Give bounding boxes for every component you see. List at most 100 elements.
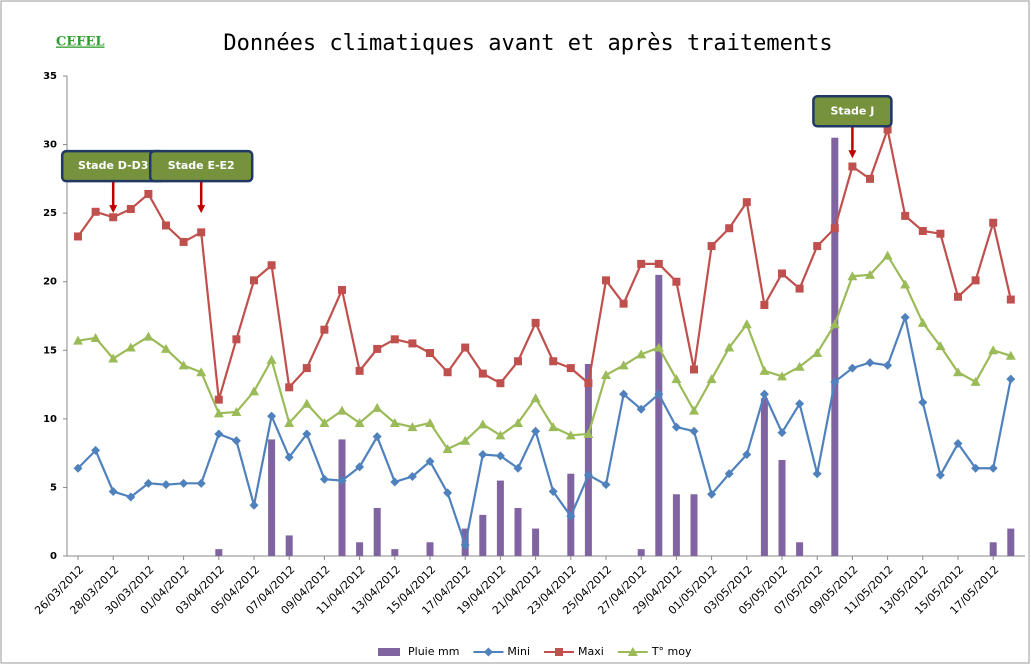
bar: [373, 508, 381, 556]
marker: [865, 358, 875, 368]
marker: [267, 261, 276, 270]
marker: [320, 325, 329, 334]
marker: [91, 207, 100, 216]
annotation: Stade D-D3: [60, 149, 166, 214]
bar: [426, 542, 434, 556]
marker: [496, 379, 505, 388]
marker: [109, 213, 118, 222]
marker: [144, 189, 153, 198]
marker: [548, 487, 558, 497]
marker: [989, 218, 998, 227]
marker: [549, 357, 558, 366]
bar: [496, 480, 504, 556]
marker: [725, 224, 734, 233]
marker: [742, 450, 752, 460]
marker: [883, 125, 892, 134]
y-tick-label: 20: [43, 277, 57, 288]
marker: [478, 369, 487, 378]
y-tick-label: 10: [43, 414, 57, 425]
marker: [442, 444, 453, 454]
marker: [125, 342, 136, 352]
marker: [672, 277, 681, 286]
y-tick-label: 0: [50, 551, 57, 562]
marker: [935, 341, 946, 351]
bar: [391, 549, 399, 556]
marker: [302, 364, 311, 373]
marker: [794, 361, 805, 371]
marker: [483, 647, 493, 657]
marker: [337, 405, 347, 415]
marker: [301, 398, 312, 408]
marker: [179, 237, 188, 246]
marker: [249, 500, 259, 510]
marker: [618, 360, 629, 370]
marker: [601, 369, 611, 379]
marker: [778, 269, 786, 278]
marker: [162, 221, 170, 230]
bar: [655, 274, 663, 556]
marker: [461, 343, 470, 352]
marker: [425, 456, 435, 466]
marker: [143, 478, 153, 488]
marker: [812, 469, 822, 479]
marker: [267, 411, 277, 421]
logo: CEFEL: [56, 35, 105, 50]
marker: [935, 470, 945, 480]
marker: [460, 435, 471, 445]
marker: [760, 301, 769, 310]
marker: [812, 348, 823, 358]
marker: [126, 492, 136, 502]
marker: [161, 343, 171, 353]
marker: [407, 471, 417, 481]
marker: [372, 402, 383, 412]
marker: [179, 478, 189, 488]
marker: [971, 276, 980, 285]
marker: [918, 226, 927, 235]
marker: [707, 242, 716, 251]
marker: [918, 397, 928, 407]
marker: [813, 242, 822, 251]
marker: [690, 365, 698, 374]
bar: [215, 549, 223, 556]
marker: [355, 366, 364, 375]
marker: [707, 489, 717, 499]
marker: [636, 404, 646, 414]
marker: [214, 429, 224, 439]
marker: [602, 276, 610, 285]
annotation-box: [812, 95, 893, 128]
marker: [530, 393, 541, 403]
bar: [479, 514, 487, 556]
marker: [971, 463, 981, 473]
marker: [671, 422, 681, 432]
marker: [653, 342, 664, 352]
bar: [778, 460, 786, 556]
legend-label: Pluie mm: [408, 645, 459, 658]
marker: [953, 367, 963, 377]
marker: [460, 540, 470, 550]
marker: [742, 198, 751, 207]
marker: [882, 250, 893, 260]
marker: [531, 426, 541, 436]
bar: [989, 542, 997, 556]
marker: [285, 383, 294, 392]
marker: [425, 417, 435, 427]
annotation-box: [148, 149, 254, 183]
marker: [777, 371, 787, 381]
marker: [73, 463, 83, 473]
marker: [477, 419, 488, 429]
marker: [513, 463, 523, 473]
marker: [777, 428, 787, 438]
marker: [443, 488, 453, 498]
bar: [356, 542, 364, 556]
bar: [1007, 528, 1015, 556]
marker: [197, 228, 206, 237]
marker: [232, 335, 241, 344]
marker: [689, 405, 699, 415]
marker: [354, 417, 365, 427]
marker: [73, 335, 83, 345]
marker: [407, 422, 418, 432]
marker: [654, 389, 664, 399]
marker: [900, 279, 911, 289]
legend-label: T° moy: [651, 645, 692, 658]
marker: [637, 259, 646, 268]
